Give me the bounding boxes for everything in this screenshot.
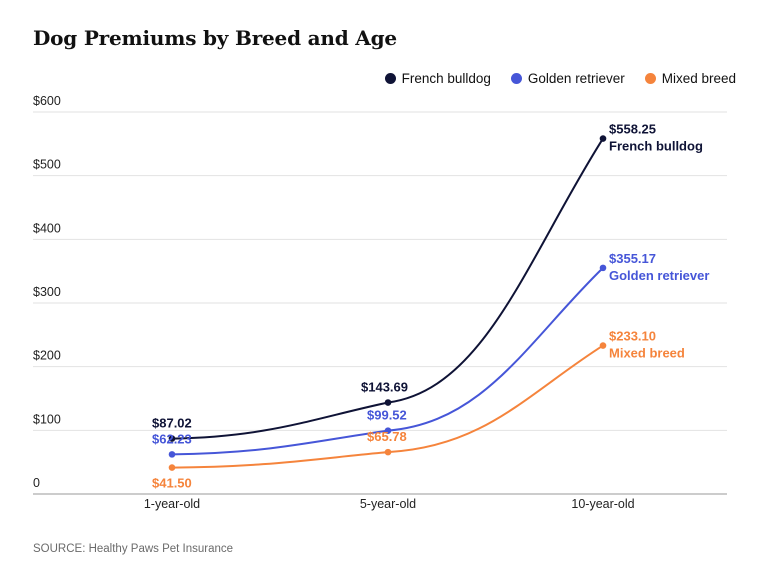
data-point [168, 435, 176, 442]
source-note: SOURCE: Healthy Paws Pet Insurance [33, 543, 234, 555]
series-line [171, 266, 604, 456]
legend-marker [644, 73, 656, 84]
data-point [599, 264, 607, 272]
y-tick-label: $200 [33, 349, 61, 363]
x-tick-label: 1-year-old [144, 497, 200, 511]
legend-marker [510, 73, 522, 84]
legend-label: Golden retriever [527, 71, 625, 86]
x-tick-label: 5-year-old [360, 497, 416, 511]
legend-item-mixed-breed: Mixed breed [644, 71, 736, 86]
data-label: $558.25 [609, 122, 656, 137]
series-end-label: Golden retriever [609, 268, 709, 283]
data-point [384, 427, 392, 434]
data-point [599, 135, 607, 142]
data-label: $41.50 [152, 476, 192, 491]
data-label: $87.02 [152, 416, 192, 431]
y-tick-label: $300 [33, 285, 61, 299]
y-tick-label: $100 [33, 412, 61, 426]
data-label: $65.78 [367, 429, 407, 444]
data-point [168, 451, 176, 458]
legend-label: Mixed breed [661, 71, 736, 86]
y-tick-label: $500 [33, 158, 61, 172]
chart-title: Dog Premiums by Breed and Age [33, 26, 397, 50]
legend: French bulldog Golden retriever Mixed br… [384, 71, 736, 86]
y-tick-label: $600 [33, 94, 61, 108]
x-tick-label: 10-year-old [571, 497, 634, 511]
y-tick-label: 0 [33, 476, 40, 490]
data-label: $99.52 [367, 408, 407, 423]
legend-item-golden-retriever: Golden retriever [510, 71, 625, 86]
legend-label: French bulldog [401, 71, 491, 86]
data-label: $233.10 [609, 329, 656, 344]
data-point [384, 399, 392, 406]
series-line [171, 137, 604, 440]
data-label: $355.17 [609, 251, 656, 266]
series-end-label: Mixed breed [609, 346, 685, 361]
y-tick-label: $400 [33, 221, 61, 235]
legend-marker [384, 73, 396, 84]
data-point [384, 448, 392, 456]
data-label: $143.69 [361, 380, 408, 395]
legend-item-french-bulldog: French bulldog [384, 71, 491, 86]
series-end-label: French bulldog [609, 139, 703, 154]
data-label: $62.23 [152, 431, 192, 446]
data-point [599, 342, 607, 349]
data-point [168, 464, 176, 471]
